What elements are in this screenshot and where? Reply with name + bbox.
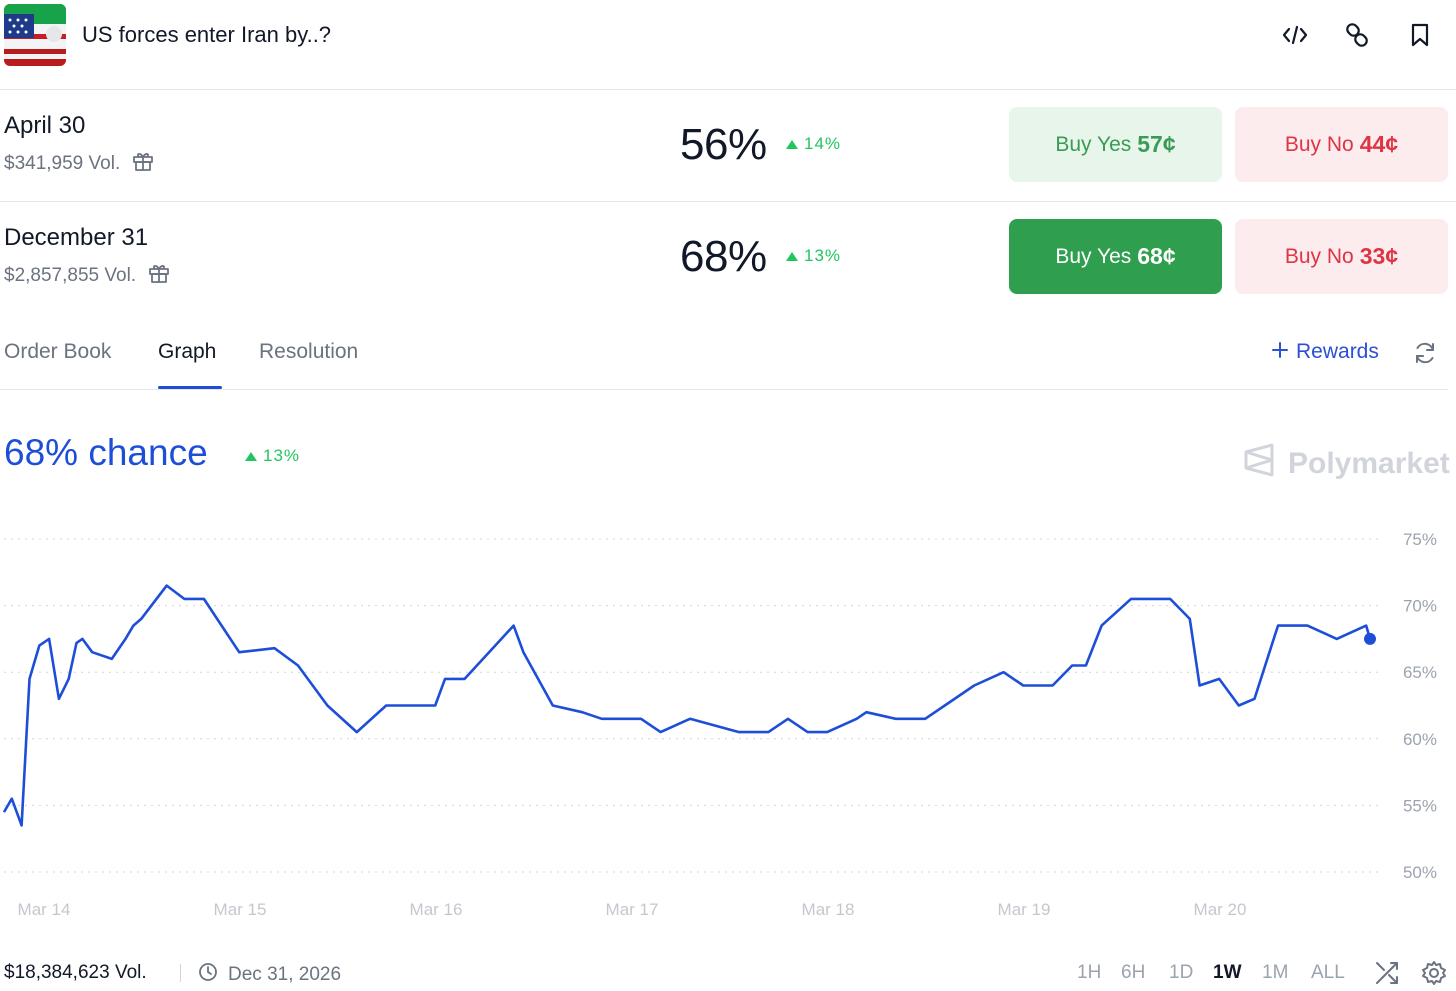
market-name: December 31 — [4, 224, 149, 251]
rewards-button[interactable]: Rewards — [1272, 340, 1379, 364]
up-triangle-icon — [245, 451, 257, 461]
range-1m[interactable]: 1M — [1262, 962, 1289, 983]
shuffle-icon[interactable] — [1374, 960, 1400, 986]
total-volume: $18,384,623 Vol. — [4, 962, 147, 983]
gift-icon[interactable] — [148, 262, 170, 290]
chart-footer: $18,384,623 Vol. Dec 31, 2026 1H 6H 1D 1… — [0, 950, 1456, 991]
buy-no-label: Buy No — [1284, 132, 1354, 156]
y-tick-label: 55% — [1403, 796, 1437, 815]
refresh-icon[interactable] — [1412, 340, 1440, 368]
buy-no-label: Buy No — [1284, 244, 1354, 268]
x-tick-label: Mar 18 — [802, 900, 855, 919]
market-row-april-30[interactable]: April 30 $341,959 Vol. 56% 14% Buy Yes 5… — [0, 90, 1456, 202]
y-tick-label: 60% — [1403, 730, 1437, 749]
up-triangle-icon — [786, 251, 798, 261]
range-all[interactable]: ALL — [1311, 962, 1345, 983]
up-triangle-icon — [786, 139, 798, 149]
rewards-label: Rewards — [1296, 340, 1379, 363]
market-volume: $341,959 Vol. — [4, 150, 154, 178]
range-1w[interactable]: 1W — [1213, 962, 1242, 983]
bookmark-icon[interactable] — [1405, 20, 1435, 50]
buy-no-button[interactable]: Buy No 44¢ — [1235, 107, 1448, 182]
buy-yes-price: 68¢ — [1137, 243, 1176, 269]
market-row-december-31[interactable]: December 31 $2,857,855 Vol. 68% 13% Buy … — [0, 202, 1456, 314]
end-date-text: Dec 31, 2026 — [228, 964, 342, 985]
polymarket-wordmark: Polymarket — [1288, 447, 1450, 480]
market-change: 13% — [786, 246, 841, 266]
market-thumbnail — [4, 4, 66, 66]
chance-change: 13% — [245, 446, 300, 466]
settings-icon[interactable] — [1421, 960, 1447, 986]
market-change-value: 14% — [804, 134, 842, 153]
probability-chart[interactable]: 75% 70% 65% 60% 55% 50% Mar 14 Mar 15 Mar 16 Mar … — [0, 520, 1456, 940]
range-1d[interactable]: 1D — [1169, 962, 1194, 983]
clock-icon — [198, 962, 218, 988]
x-tick-label: Mar 20 — [1194, 900, 1247, 919]
buy-yes-label: Buy Yes — [1055, 244, 1132, 268]
market-change: 14% — [786, 134, 841, 154]
range-6h[interactable]: 6H — [1121, 962, 1146, 983]
x-tick-label: Mar 14 — [18, 900, 71, 919]
buy-yes-button[interactable]: Buy Yes 68¢ — [1009, 219, 1222, 294]
buy-no-price: 33¢ — [1359, 243, 1399, 269]
market-volume-text: $341,959 Vol. — [4, 153, 121, 174]
polymarket-logo-icon — [1242, 442, 1276, 486]
buy-yes-label: Buy Yes — [1055, 132, 1132, 156]
y-tick-label: 70% — [1403, 597, 1437, 616]
market-percent: 68% — [680, 232, 767, 281]
y-tick-label: 50% — [1403, 863, 1437, 882]
plus-icon — [1272, 340, 1288, 364]
series-line — [2, 584, 1372, 827]
market-volume-text: $2,857,855 Vol. — [4, 265, 137, 286]
embed-code-icon[interactable] — [1280, 20, 1310, 50]
range-1h[interactable]: 1H — [1077, 962, 1102, 983]
gift-icon[interactable] — [132, 150, 154, 178]
buy-yes-price: 57¢ — [1137, 131, 1176, 157]
active-tab-indicator — [158, 386, 222, 389]
market-title: US forces enter Iran by..? — [82, 22, 332, 47]
tab-graph[interactable]: Graph — [158, 340, 217, 363]
chance-value: 68% chance — [4, 432, 208, 473]
y-tick-label: 65% — [1403, 663, 1437, 682]
market-name: April 30 — [4, 112, 86, 139]
tab-order-book[interactable]: Order Book — [4, 340, 112, 363]
market-header: US forces enter Iran by..? — [0, 0, 1456, 90]
current-value-marker — [1364, 632, 1376, 645]
end-date: Dec 31, 2026 — [198, 962, 341, 988]
buy-no-price: 44¢ — [1359, 131, 1399, 157]
market-volume: $2,857,855 Vol. — [4, 262, 170, 290]
polymarket-watermark: Polymarket — [1242, 442, 1450, 486]
chance-change-value: 13% — [263, 446, 301, 465]
market-change-value: 13% — [804, 246, 842, 265]
x-tick-label: Mar 19 — [998, 900, 1051, 919]
detail-tabs: Order Book Graph Resolution Rewards — [0, 322, 1448, 390]
market-percent: 56% — [680, 120, 767, 169]
buy-no-button[interactable]: Buy No 33¢ — [1235, 219, 1448, 294]
x-tick-label: Mar 17 — [606, 900, 659, 919]
link-icon[interactable] — [1342, 20, 1372, 50]
footer-divider — [180, 964, 181, 982]
buy-yes-button[interactable]: Buy Yes 57¢ — [1009, 107, 1222, 182]
x-tick-label: Mar 16 — [410, 900, 463, 919]
y-tick-label: 75% — [1403, 530, 1437, 549]
tab-resolution[interactable]: Resolution — [259, 340, 359, 363]
x-tick-label: Mar 15 — [214, 900, 267, 919]
